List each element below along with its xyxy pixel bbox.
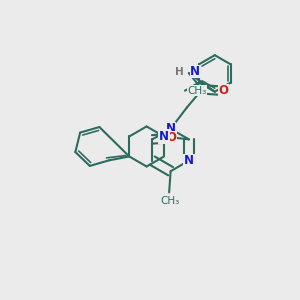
Text: CH₃: CH₃ [160, 196, 179, 206]
Text: H: H [175, 67, 184, 77]
Text: N: N [159, 130, 169, 143]
Text: CH₃: CH₃ [187, 86, 206, 96]
Text: N: N [166, 122, 176, 135]
Text: O: O [167, 131, 176, 144]
Text: O: O [218, 84, 228, 97]
Text: N: N [184, 154, 194, 167]
Text: N: N [190, 65, 200, 78]
